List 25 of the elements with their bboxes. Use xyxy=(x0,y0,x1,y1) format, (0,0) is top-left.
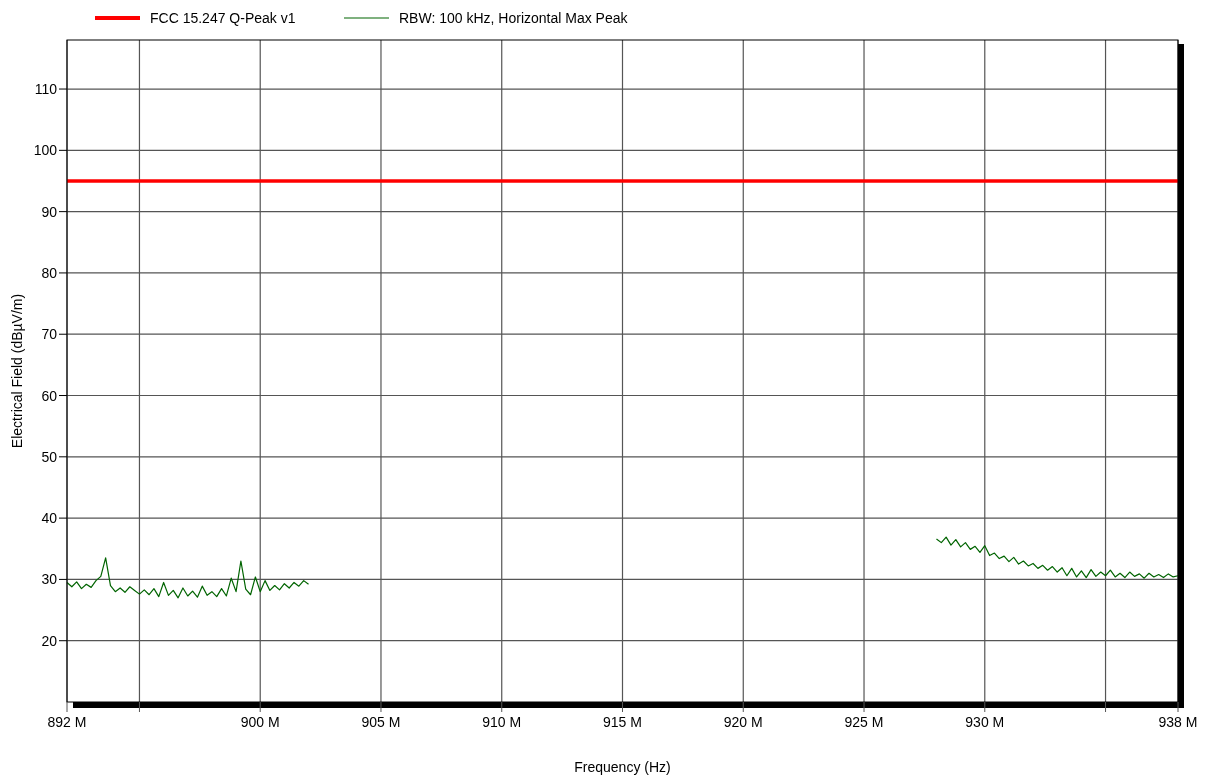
y-tick-label: 110 xyxy=(34,81,58,98)
line-series xyxy=(935,536,1179,579)
y-tick-label: 90 xyxy=(41,203,58,220)
y-tick-label: 100 xyxy=(33,142,58,159)
y-tick-label: 40 xyxy=(41,510,58,527)
legend-label: RBW: 100 kHz, Horizontal Max Peak xyxy=(399,10,628,26)
x-tick-label: 915 M xyxy=(603,714,642,730)
y-tick-label: 70 xyxy=(41,326,58,343)
x-tick-label: 930 M xyxy=(965,714,1005,730)
x-tick-label: 925 M xyxy=(844,714,884,730)
line-series xyxy=(66,557,310,599)
x-tick-label: 892 M xyxy=(47,714,87,730)
y-tick-label: 80 xyxy=(41,264,58,281)
y-axis-title: Electrical Field (dBµV/m) xyxy=(9,293,25,449)
x-axis-title: Frequency (Hz) xyxy=(574,759,671,775)
legend-label: FCC 15.247 Q-Peak v1 xyxy=(150,10,296,26)
x-tick-label: 938 M xyxy=(1158,714,1198,730)
x-tick-label: 905 M xyxy=(361,714,401,730)
y-tick-label: 30 xyxy=(41,571,58,588)
y-tick-label: 60 xyxy=(41,387,58,404)
y-tick-label: 50 xyxy=(41,448,58,465)
x-tick-label: 910 M xyxy=(482,714,522,730)
y-tick-label: 20 xyxy=(41,632,58,649)
x-tick-label: 900 M xyxy=(240,714,280,730)
x-tick-label: 920 M xyxy=(723,714,763,730)
